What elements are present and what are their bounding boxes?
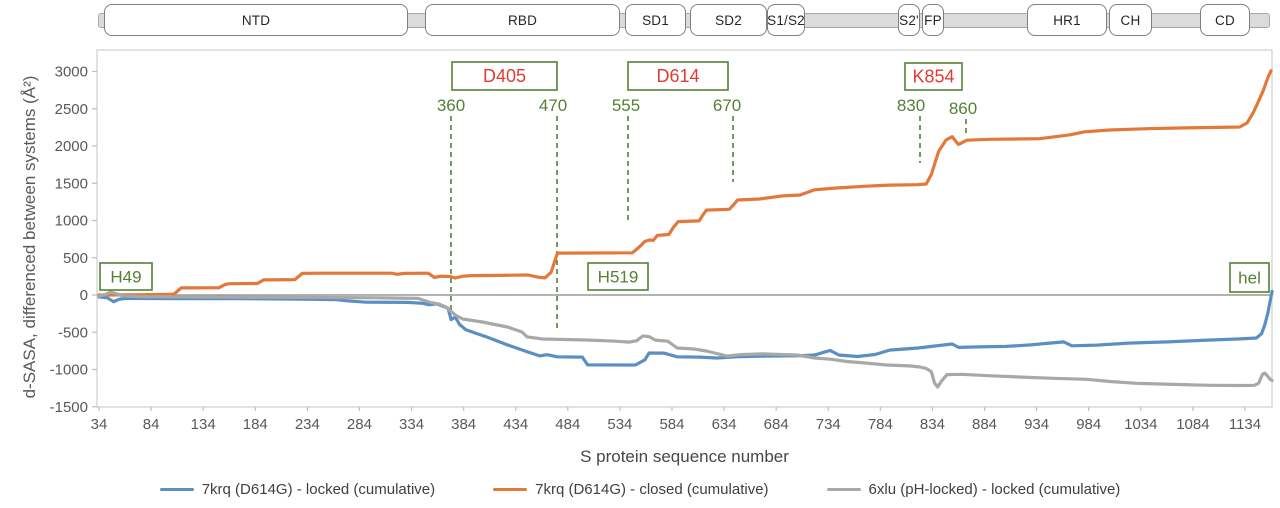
legend-item-7krq-locked: 7krq (D614G) - locked (cumulative)	[159, 481, 436, 498]
x-tick-label: 884	[972, 416, 997, 433]
x-tick-label: 934	[1024, 416, 1049, 433]
x-tick-label: 684	[764, 416, 789, 433]
domain-box-ntd: NTD	[104, 4, 408, 36]
domain-box-rbd: RBD	[425, 4, 620, 36]
x-tick-label: 984	[1076, 416, 1101, 433]
domain-box-hr1: HR1	[1027, 4, 1107, 36]
legend-label: 7krq (D614G) - locked (cumulative)	[201, 481, 436, 498]
y-tick-label: 500	[63, 250, 88, 267]
domain-box-sd1: SD1	[625, 4, 686, 36]
y-tick-label: 2500	[55, 101, 88, 118]
mutation-label-D405: D405	[483, 66, 526, 86]
legend-label: 6xlu (pH-locked) - locked (cumulative)	[868, 481, 1121, 498]
legend-line-swatch-blue	[159, 487, 194, 492]
domain-box-ch: CH	[1109, 4, 1152, 36]
legend-line-swatch-orange	[493, 487, 528, 492]
y-tick-label: 1000	[55, 213, 88, 230]
x-tick-label: 1134	[1229, 416, 1261, 433]
y-axis-title: d-SASA, differenced between systems (Å²)	[20, 75, 39, 399]
x-tick-label: 384	[451, 416, 476, 433]
x-tick-label: 784	[868, 416, 893, 433]
mutation-box-D614	[627, 61, 729, 91]
annotation-seq-label-470: 470	[539, 96, 567, 115]
mutation-label-K854: K854	[912, 67, 954, 87]
y-tick-label: -500	[58, 324, 88, 341]
x-tick-label: 334	[399, 416, 424, 433]
domain-box-cd: CD	[1200, 4, 1250, 36]
y-tick-label: 2000	[55, 138, 88, 155]
x-tick-label: 34	[91, 416, 108, 433]
x-tick-label: 234	[295, 416, 320, 433]
y-tick-label: -1000	[50, 362, 88, 379]
legend-item-7krq-closed: 7krq (D614G) - closed (cumulative)	[493, 481, 769, 498]
x-tick-label: 184	[243, 416, 268, 433]
series-line-0	[97, 289, 1274, 367]
plot-border	[96, 49, 1273, 408]
dsasa-line-chart: 3000 2500 2000 1500 1000 500 0 -500 -1000 -150034…	[50, 49, 1274, 433]
x-tick-label: 584	[659, 416, 684, 433]
feature-label-hel: hel	[1238, 269, 1261, 288]
series-line-1	[97, 69, 1273, 297]
x-tick-label: 834	[920, 416, 945, 433]
annotation-seq-label-360: 360	[437, 96, 465, 115]
domain-box-s1s2: S1/S2	[767, 4, 805, 36]
domain-box-sd2: SD2	[690, 4, 767, 36]
series-line-2	[97, 290, 1274, 389]
annotation-seq-label-670: 670	[713, 96, 741, 115]
mutation-label-D614: D614	[656, 66, 699, 86]
x-tick-label: 1034	[1124, 416, 1157, 433]
y-tick-label: 0	[80, 287, 88, 304]
annotation-seq-label-830: 830	[897, 96, 925, 115]
x-tick-label: 284	[347, 416, 372, 433]
mutation-box-K854	[904, 62, 963, 91]
x-tick-label: 134	[191, 416, 216, 433]
mutation-box-D405	[451, 61, 558, 91]
domain-box-s2: S2'	[898, 4, 920, 36]
feature-label-H49: H49	[110, 268, 141, 287]
x-tick-label: 434	[503, 416, 528, 433]
chart-legend: 7krq (D614G) - locked (cumulative) 7krq …	[0, 481, 1280, 498]
legend-item-6xlu-locked: 6xlu (pH-locked) - locked (cumulative)	[826, 481, 1121, 498]
annotation-seq-label-555: 555	[612, 96, 640, 115]
x-tick-label: 1084	[1176, 416, 1209, 433]
x-tick-label: 484	[555, 416, 580, 433]
x-tick-label: 634	[712, 416, 737, 433]
x-tick-label: 534	[607, 416, 632, 433]
s-protein-domain-map: NTD RBD SD1 SD2 S1/S2 S2' FP HR1 CH CD	[0, 0, 1280, 46]
domain-box-fp: FP	[922, 4, 944, 36]
x-tick-label: 84	[143, 416, 160, 433]
y-tick-label: 1500	[55, 175, 88, 192]
x-axis-title: S protein sequence number	[580, 447, 789, 466]
feature-box-H519	[587, 262, 649, 291]
feature-box-hel	[1229, 262, 1270, 293]
y-tick-label: 3000	[55, 64, 88, 81]
y-tick-label: -1500	[50, 399, 88, 416]
legend-line-swatch-gray	[826, 487, 861, 492]
legend-label: 7krq (D614G) - closed (cumulative)	[535, 481, 769, 498]
feature-label-H519: H519	[598, 268, 639, 287]
annotation-seq-label-860: 860	[949, 99, 977, 118]
feature-box-H49	[99, 262, 153, 291]
x-tick-label: 734	[816, 416, 841, 433]
